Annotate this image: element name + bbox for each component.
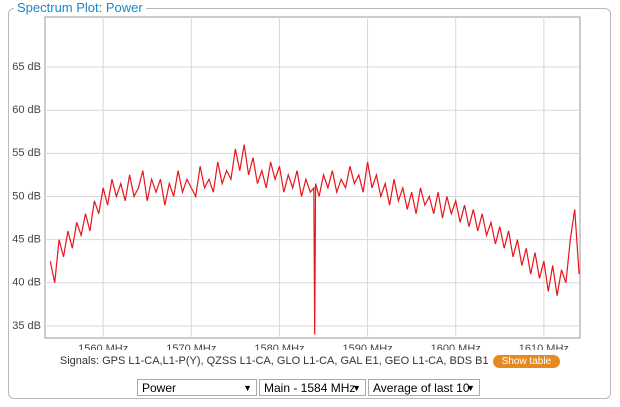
x-tick-label: 1610 MHz	[519, 343, 569, 350]
x-tick-label: 1570 MHz	[166, 343, 216, 350]
select-text: Main - 1584 MHz	[264, 381, 356, 395]
panel-frame	[8, 8, 611, 399]
select-text: Power	[142, 381, 177, 395]
average-select[interactable]: Average of last 10 ▼	[368, 379, 480, 396]
x-tick-label: 1600 MHz	[431, 343, 481, 350]
x-tick-label: 1560 MHz	[78, 343, 128, 350]
y-tick-label: 50 dB	[12, 190, 41, 202]
signals-text: Signals: GPS L1-CA,L1-P(Y), QZSS L1-CA, …	[59, 355, 489, 367]
arrow: ▼	[352, 383, 361, 393]
y-tick-label: 40 dB	[12, 277, 41, 289]
show-table-button[interactable]: Show table	[492, 355, 561, 368]
y-tick-label: 55 dB	[12, 147, 41, 159]
panel-title: Spectrum Plot: Power	[14, 0, 146, 15]
y-tick-label: 35 dB	[12, 320, 41, 332]
x-tick-label: 1590 MHz	[343, 343, 393, 350]
select-text: Average of last 10	[373, 381, 470, 395]
plot-area	[44, 16, 581, 339]
spectrum-line	[49, 144, 580, 335]
mode-select[interactable]: Power ▼	[137, 379, 257, 396]
y-tick-label: 60 dB	[12, 104, 41, 116]
arrow: ▼	[243, 383, 252, 393]
y-tick-label: 65 dB	[12, 61, 41, 73]
signals-row: Signals: GPS L1-CA,L1-P(Y), QZSS L1-CA, …	[0, 355, 620, 368]
chart: 35 dB 40 dB 45 dB 50 dB 55 dB 60 dB 65 dB 1560 …	[12, 16, 581, 350]
y-tick-label: 45 dB	[12, 234, 41, 246]
arrow: ▼	[466, 383, 475, 393]
channel-select[interactable]: Main - 1584 MHz ▼	[259, 379, 366, 396]
x-tick-label: 1580 MHz	[254, 343, 304, 350]
